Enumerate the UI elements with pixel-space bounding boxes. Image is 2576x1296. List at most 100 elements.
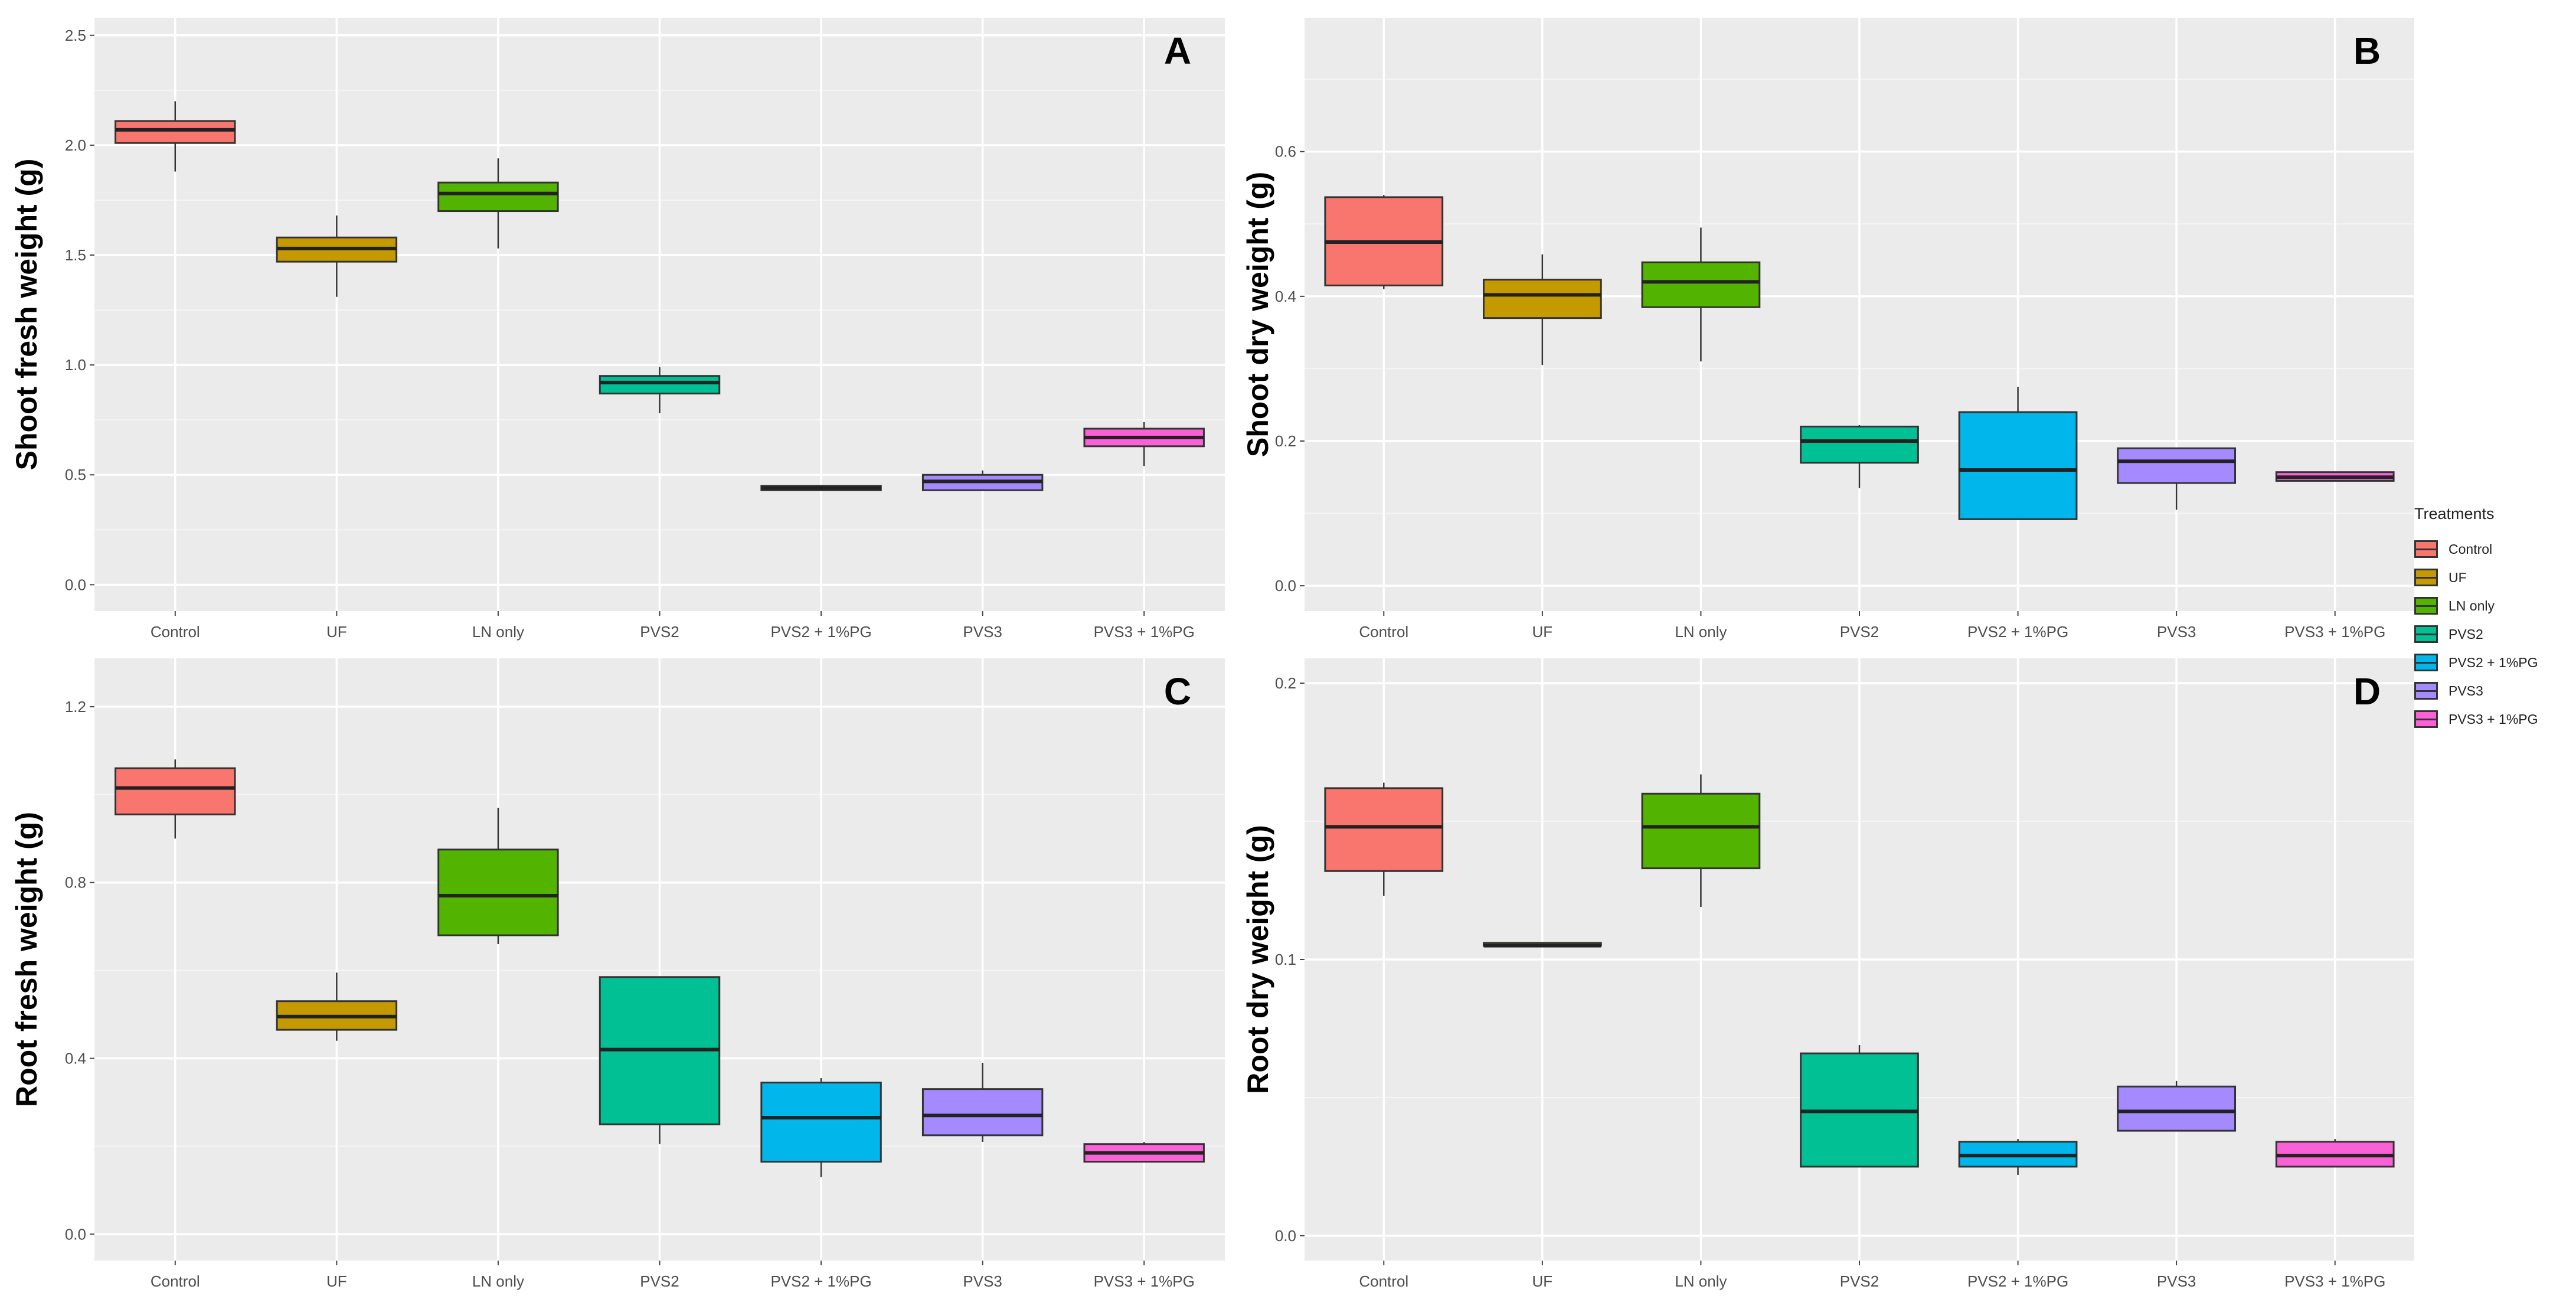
box-body <box>2117 447 2237 484</box>
x-tick-label: PVS2 <box>1840 623 1879 641</box>
box-pvs2-1-pg <box>1958 1139 2078 1175</box>
y-tick-label: 0.0 <box>1275 1227 1296 1245</box>
box-body <box>2117 1085 2237 1132</box>
x-tick-label: LN only <box>1675 623 1727 641</box>
panel-a: 0.0 0.5 1.0 1.5 2.0 2.5 Control UF LN only PVS2 PV… <box>10 18 1225 641</box>
legend-label: UF <box>2448 569 2467 585</box>
box-uf <box>1482 254 1602 365</box>
box-ln-only <box>1641 227 1761 362</box>
panel-letter: A <box>1164 30 1191 72</box>
y-tick-label: 0.1 <box>1275 951 1296 968</box>
box-pvs2-1-pg <box>760 485 882 491</box>
legend-label: PVS3 <box>2448 683 2483 698</box>
y-tick-label: 1.2 <box>65 698 86 716</box>
box-uf <box>276 216 398 297</box>
box-pvs3-1-pg <box>1083 422 1205 466</box>
panel-letter: D <box>2353 670 2381 713</box>
box-pvs2-1-pg <box>1958 387 2078 520</box>
x-tick-label: PVS3 + 1%PG <box>2284 1272 2385 1290</box>
y-tick-label: 1.5 <box>65 246 86 264</box>
y-axis-label: Shoot dry weight (g) <box>1241 172 1274 457</box>
legend-key-swatch <box>2414 597 2438 615</box>
x-tick-label: LN only <box>1675 1272 1727 1290</box>
legend-item: Control <box>2414 535 2568 563</box>
box-pvs2 <box>1800 1045 1919 1168</box>
x-tick-label: PVS2 + 1%PG <box>770 1272 871 1290</box>
y-axis-label: Shoot fresh weight (g) <box>10 159 43 471</box>
y-tick-label: 0.2 <box>1275 432 1296 450</box>
panel-b: 0.0 0.2 0.4 0.6 Control UF LN only PVS2 PVS2 + 1… <box>1241 18 2414 641</box>
y-tick-label: 0.2 <box>1275 674 1296 692</box>
box-control <box>115 101 236 172</box>
box-body <box>115 767 236 815</box>
legend-key-swatch <box>2414 682 2438 700</box>
x-tick-label: PVS3 + 1%PG <box>1094 1272 1195 1290</box>
box-pvs3 <box>2117 447 2237 510</box>
legend-label: PVS2 + 1%PG <box>2448 654 2538 670</box>
x-tick-label: PVS3 + 1%PG <box>1094 623 1195 641</box>
box-pvs2 <box>599 367 721 413</box>
y-tick-label: 0.0 <box>1275 577 1296 595</box>
y-tick-label: 2.5 <box>65 27 86 44</box>
x-tick-label: Control <box>151 1272 200 1290</box>
x-tick-label: PVS2 + 1%PG <box>770 623 871 641</box>
box-pvs3 <box>2117 1080 2237 1132</box>
box-body <box>1641 792 1761 870</box>
x-tick-label: Control <box>151 623 200 641</box>
legend-key-swatch <box>2414 625 2438 643</box>
y-axis-label: Root fresh weight (g) <box>10 812 43 1107</box>
x-tick-label: UF <box>326 623 347 641</box>
panel-letter: B <box>2353 30 2381 72</box>
box-body <box>1958 411 2078 520</box>
box-body <box>437 181 559 213</box>
panel-c: 0.0 0.4 0.8 1.2 Control UF LN only PVS2 PVS2 + 1… <box>10 658 1225 1290</box>
y-tick-label: 0.4 <box>65 1050 86 1068</box>
x-tick-label: PVS3 <box>2157 623 2196 641</box>
box-body <box>1324 787 1444 872</box>
y-tick-label: 1.0 <box>65 356 86 374</box>
x-tick-label: PVS3 <box>2157 1272 2196 1290</box>
box-uf <box>1482 942 1602 948</box>
box-body <box>921 1088 1044 1137</box>
legend-item: PVS2 <box>2414 620 2568 648</box>
box-ln-only <box>437 808 559 944</box>
y-tick-label: 0.4 <box>1275 288 1296 305</box>
x-tick-label: PVS3 <box>963 623 1002 641</box>
box-uf <box>276 972 398 1041</box>
x-tick-label: LN only <box>472 1272 524 1290</box>
x-tick-label: UF <box>1532 623 1553 641</box>
legend-item: LN only <box>2414 592 2568 620</box>
legend-label: LN only <box>2448 598 2495 613</box>
box-pvs2-1-pg <box>760 1078 882 1177</box>
box-pvs3 <box>921 1062 1044 1142</box>
box-body <box>1800 425 1919 464</box>
box-ln-only <box>437 158 559 249</box>
x-tick-label: Control <box>1359 1272 1408 1290</box>
box-ln-only <box>1641 774 1761 907</box>
legend-items: Control UF LN only PVS2 PVS2 + 1%PG PVS3 PVS3 … <box>2414 535 2568 733</box>
x-tick-label: PVS2 <box>1840 1272 1879 1290</box>
y-tick-label: 0.0 <box>65 1225 86 1243</box>
x-tick-label: PVS2 <box>640 1272 679 1290</box>
x-tick-label: UF <box>326 1272 347 1290</box>
panel-d: 0.0 0.1 0.2 Control UF LN only PVS2 PVS2 + 1%PG… <box>1241 658 2414 1290</box>
x-tick-label: PVS2 <box>640 623 679 641</box>
legend-key-swatch <box>2414 654 2438 671</box>
legend-item: UF <box>2414 563 2568 592</box>
box-pvs3-1-pg <box>2275 471 2395 482</box>
box-body <box>599 375 721 395</box>
box-body <box>115 120 236 144</box>
panel-letter: C <box>1164 670 1191 713</box>
x-tick-label: PVS2 + 1%PG <box>1967 623 2068 641</box>
x-tick-label: PVS3 + 1%PG <box>2284 623 2385 641</box>
box-control <box>1324 782 1444 896</box>
x-tick-label: PVS2 + 1%PG <box>1967 1272 2068 1290</box>
legend-key-swatch <box>2414 540 2438 558</box>
legend: Treatments Control UF LN only PVS2 PVS2 + 1%… <box>2414 505 2568 733</box>
box-pvs2 <box>599 976 721 1144</box>
legend-label: PVS2 <box>2448 626 2483 642</box>
box-pvs3 <box>921 470 1044 491</box>
y-tick-label: 0.6 <box>1275 143 1296 161</box>
legend-key-swatch <box>2414 569 2438 586</box>
